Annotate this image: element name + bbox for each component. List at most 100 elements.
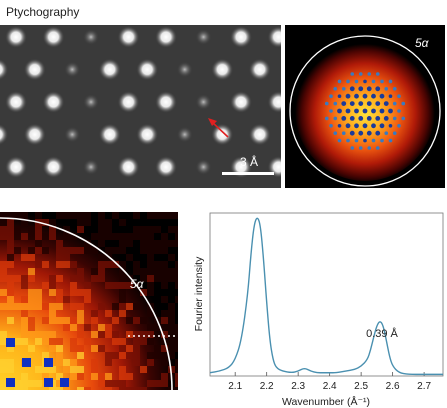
atom-column [117,156,140,178]
intensity-pixel [63,366,70,373]
intensity-pixel [28,233,35,240]
intensity-pixel [91,233,98,240]
intensity-pixel [63,212,70,219]
atom-column [155,156,177,178]
diffraction-spot [388,108,393,114]
intensity-pixel [175,324,178,331]
intensity-pixel [98,275,105,282]
intensity-pixel [161,261,168,268]
intensity-pixel [21,317,28,324]
atom-column [230,91,252,113]
peak-annotation: 0.39 Å [366,327,398,340]
diffraction-spot [354,79,359,84]
diffraction-spot [358,72,363,76]
bragg-spot [6,338,15,347]
intensity-pixel [126,240,133,247]
intensity-pixel [28,303,35,310]
intensity-pixel [147,240,154,247]
diffraction-spot [384,87,389,91]
diffraction-spot [367,72,372,76]
intensity-pixel [70,212,77,219]
intensity-pixel [21,373,28,380]
intensity-pixel [84,289,91,296]
intensity-pixel [70,275,77,282]
diffraction-spot [346,79,350,84]
intensity-pixel [28,289,35,296]
diffraction-spot [375,130,381,136]
diffraction-spot [371,79,376,84]
intensity-pixel [14,275,21,282]
intensity-pixel [140,268,147,275]
intensity-pixel [112,317,119,324]
intensity-pixel [0,226,7,233]
fft-zoom-panel: 5α [0,212,178,390]
intensity-pixel [14,387,21,390]
intensity-pixel [105,282,112,289]
intensity-pixel [161,233,168,240]
intensity-pixel [133,387,140,390]
intensity-pixel [77,352,84,359]
intensity-pixel [7,359,14,366]
intensity-pixel [175,261,178,268]
intensity-pixel [175,226,178,233]
intensity-pixel [98,268,105,275]
intensity-pixel [140,247,147,254]
atom-column [211,58,234,81]
intensity-pixel [147,359,154,366]
intensity-pixel [154,268,161,275]
intensity-pixel [14,303,21,310]
intensity-pixel [14,247,21,254]
intensity-pixel [84,296,91,303]
intensity-pixel [147,254,154,261]
intensity-pixel [175,380,178,387]
atom-column [176,61,193,78]
diffraction-spot [366,86,372,92]
diffraction-spot [341,116,347,121]
intensity-pixel [77,387,84,390]
intensity-pixel [147,289,154,296]
intensity-pixel [119,345,126,352]
intensity-pixel [0,366,7,373]
intensity-pixel [119,233,126,240]
intensity-pixel [77,303,84,310]
intensity-pixel [98,373,105,380]
intensity-pixel [42,282,49,289]
atom-column [248,123,271,146]
diffraction-spot [397,109,401,113]
intensity-pixel [77,247,84,254]
intensity-pixel [105,387,112,390]
intensity-pixel [28,296,35,303]
fft-spots [324,72,406,150]
intensity-pixel [0,338,7,345]
intensity-pixel [49,303,56,310]
intensity-pixel [105,247,112,254]
intensity-pixel [42,303,49,310]
intensity-pixel [91,366,98,373]
intensity-pixel [154,324,161,331]
intensity-pixel [161,380,168,387]
intensity-pixel [175,275,178,282]
intensity-pixel [35,289,42,296]
intensity-pixel [161,296,168,303]
bragg-spot [44,378,53,387]
intensity-pixel [154,345,161,352]
intensity-pixel [21,310,28,317]
intensity-pixel [161,345,168,352]
diffraction-spot [380,138,384,143]
intensity-pixel [140,387,147,390]
intensity-pixel [56,352,63,359]
intensity-pixel [161,282,168,289]
atom-column [155,91,177,113]
diffraction-spot [371,93,376,99]
diffraction-spot [375,86,381,92]
intensity-pixel [49,275,56,282]
intensity-pixel [0,331,7,338]
intensity-pixel [119,219,126,226]
intensity-pixel [56,380,63,387]
intensity-pixel [147,261,154,268]
intensity-pixel [119,380,126,387]
intensity-pixel [147,324,154,331]
intensity-pixel [42,338,49,345]
intensity-pixel [168,275,175,282]
intensity-pixel [28,254,35,261]
